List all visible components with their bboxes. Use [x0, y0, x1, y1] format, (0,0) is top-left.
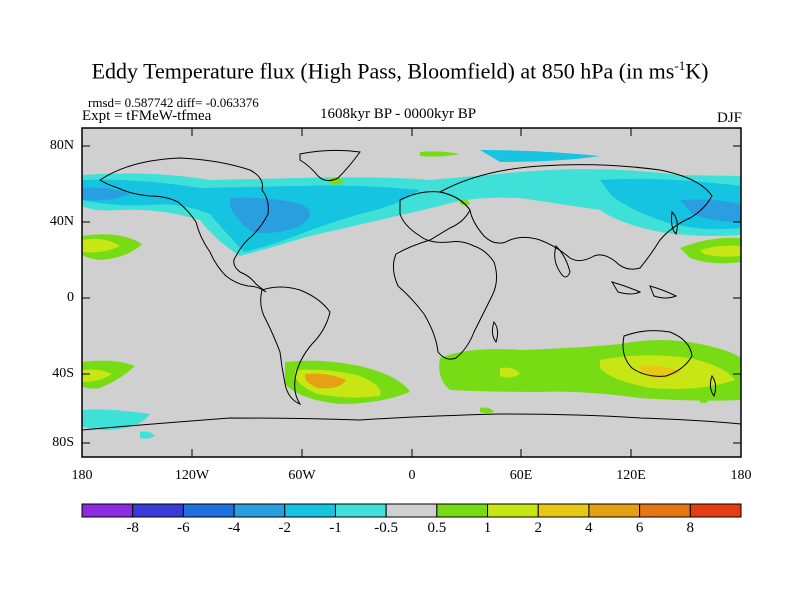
- colorbar-swatch: [588, 503, 641, 518]
- colorbar-swatch: [537, 503, 590, 518]
- colorbar-tick-label: -4: [227, 520, 241, 536]
- colorbar-tick-label: 8: [686, 520, 695, 536]
- colorbar-swatch: [182, 503, 235, 518]
- lat-label-0: 0: [67, 290, 74, 305]
- colorbar-tick-label: -1: [329, 520, 342, 536]
- colorbar-swatch: [284, 503, 336, 518]
- lon-label-180e: 180: [730, 468, 752, 483]
- colorbar-tick-label: 6: [635, 520, 644, 536]
- colorbar-tick-label: 1: [483, 520, 492, 536]
- lon-label-60w: 60W: [288, 468, 316, 483]
- stats-label: rmsd= 0.587742 diff= -0.063376: [88, 95, 259, 110]
- sh-negative-field: [82, 397, 708, 439]
- axis-ticks: [82, 128, 741, 457]
- colorbar-tick-label: -6: [177, 520, 190, 536]
- colorbar-tick-label: -2: [278, 520, 292, 536]
- colorbar-tick-label: 4: [585, 520, 593, 536]
- season-label: DJF: [716, 110, 742, 126]
- colorbar-swatch: [233, 503, 286, 518]
- coastlines: [82, 149, 741, 431]
- colorbar-swatch: [334, 503, 387, 518]
- period-label: 1608kyr BP - 0000kyr BP: [320, 106, 477, 122]
- sh-positive-field: [82, 340, 741, 404]
- lat-label-40n: 40N: [49, 214, 74, 229]
- lat-label-80n: 80N: [49, 138, 74, 153]
- colorbar: [81, 503, 742, 518]
- lon-label-0: 0: [408, 468, 416, 483]
- colorbar-tick-label: -0.5: [374, 520, 399, 536]
- colorbar-swatch: [689, 503, 742, 518]
- colorbar-swatch: [385, 503, 438, 518]
- colorbar-swatch: [132, 503, 184, 518]
- nh-positive-field: [82, 234, 741, 264]
- map-title: Eddy Temperature flux (High Pass, Bloomf…: [91, 58, 709, 84]
- colorbar-swatch: [436, 503, 489, 518]
- lon-label-120e: 120E: [616, 468, 646, 483]
- colorbar-tick-label: 2: [534, 520, 542, 536]
- colorbar-tick-label: 0.5: [427, 520, 447, 536]
- lat-label-40s: 40S: [52, 366, 74, 381]
- experiment-label: Expt = tFMeW-tfmea: [82, 108, 212, 124]
- colorbar-swatch: [487, 503, 539, 518]
- lon-label-120w: 120W: [174, 468, 210, 483]
- colorbar-swatch: [639, 503, 691, 518]
- lon-label-180w: 180: [71, 468, 93, 483]
- lat-label-80s: 80S: [52, 435, 74, 450]
- lon-label-60e: 60E: [509, 468, 533, 483]
- colorbar-swatch: [81, 503, 134, 518]
- colorbar-tick-label: -8: [126, 520, 139, 536]
